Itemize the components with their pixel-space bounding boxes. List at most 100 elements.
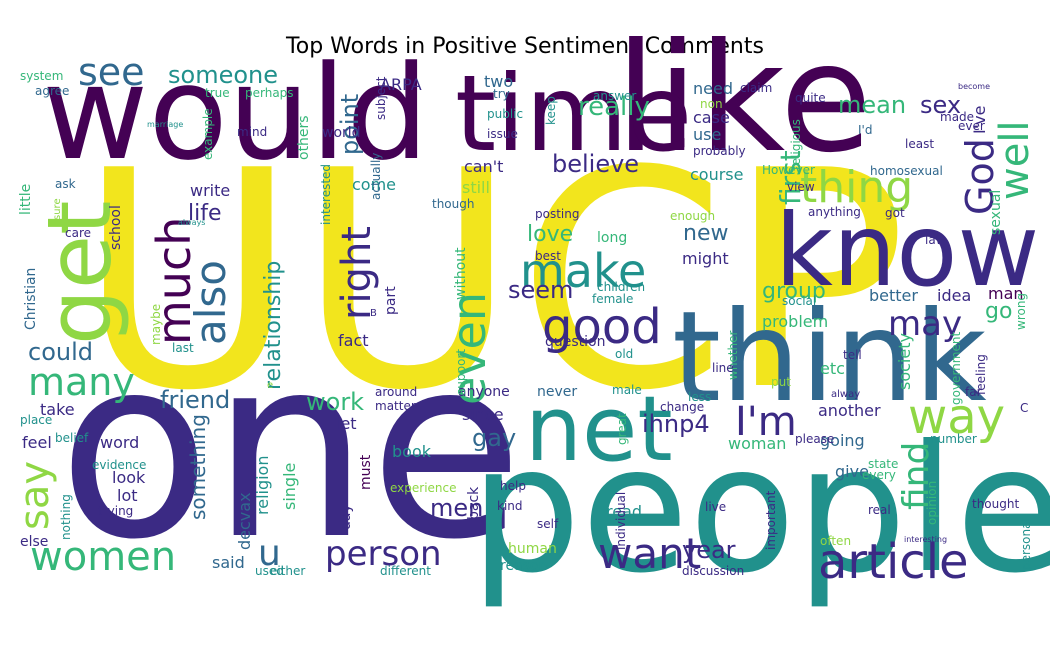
word-139: ask bbox=[55, 177, 76, 191]
word-87: since bbox=[462, 405, 504, 424]
word-141: care bbox=[65, 226, 91, 240]
word-28: u bbox=[258, 533, 281, 574]
word-78: take bbox=[40, 400, 75, 419]
word-82: religion bbox=[253, 456, 272, 516]
word-169: change bbox=[660, 400, 704, 414]
word-189: interesting bbox=[904, 535, 947, 544]
word-157: wrong bbox=[1014, 293, 1028, 330]
word-88: anyone bbox=[458, 384, 510, 400]
word-113: system bbox=[20, 69, 63, 83]
word-126: probably bbox=[693, 144, 746, 158]
word-2: one bbox=[58, 303, 523, 594]
word-175: every bbox=[862, 468, 896, 482]
word-76: book bbox=[392, 442, 432, 461]
word-127: quite bbox=[795, 91, 826, 105]
word-162: far bbox=[965, 385, 982, 399]
word-64: fact bbox=[338, 331, 369, 350]
word-97: school bbox=[108, 205, 124, 250]
word-36: someone bbox=[168, 61, 278, 89]
word-152: last bbox=[172, 341, 194, 355]
word-111: discussion bbox=[682, 564, 744, 578]
word-185: individual bbox=[614, 492, 628, 550]
word-183: kind bbox=[497, 499, 523, 513]
word-154: old bbox=[615, 347, 633, 361]
word-39: point bbox=[336, 94, 364, 155]
word-123: keep bbox=[544, 96, 558, 125]
word-165: around bbox=[375, 385, 417, 399]
word-61: write bbox=[190, 181, 230, 200]
word-130: I'd bbox=[858, 123, 872, 137]
word-83: single bbox=[280, 463, 299, 510]
word-178: thought bbox=[972, 497, 1019, 511]
word-77: feel bbox=[22, 433, 52, 452]
word-106: Christian bbox=[23, 268, 39, 330]
word-10: article bbox=[818, 534, 969, 590]
word-132: homosexual bbox=[870, 164, 943, 178]
word-194: B bbox=[370, 308, 377, 319]
word-92: human bbox=[508, 541, 557, 557]
word-96: must bbox=[358, 454, 374, 490]
word-119: answer bbox=[593, 89, 636, 103]
word-190: used bbox=[255, 564, 284, 578]
word-153: support bbox=[454, 349, 468, 395]
word-37: could bbox=[28, 338, 93, 366]
word-151: maybe bbox=[149, 304, 163, 345]
word-31: really bbox=[578, 92, 650, 122]
word-80: look bbox=[112, 468, 146, 487]
word-50: new bbox=[683, 221, 728, 246]
word-143: actually bbox=[369, 153, 383, 200]
word-9: get bbox=[28, 200, 131, 345]
word-33: believe bbox=[552, 150, 639, 178]
word-104: part bbox=[383, 286, 399, 315]
word-168: belief bbox=[55, 431, 89, 445]
word-191: marriage bbox=[147, 120, 183, 129]
word-93: reason bbox=[500, 558, 547, 574]
word-48: something bbox=[186, 414, 210, 520]
word-51: love bbox=[527, 222, 573, 247]
word-131: least bbox=[905, 137, 934, 151]
word-69: problem bbox=[762, 312, 828, 331]
word-71: etc bbox=[820, 359, 845, 378]
word-79: word bbox=[100, 433, 139, 452]
word-177: opinion bbox=[925, 481, 939, 525]
word-38: friend bbox=[160, 386, 230, 414]
word-46: men bbox=[430, 494, 483, 522]
word-155: whether bbox=[726, 331, 740, 380]
word-160: feeling bbox=[974, 354, 988, 395]
word-117: mind bbox=[237, 125, 267, 139]
word-29: find bbox=[896, 442, 937, 510]
word-115: true bbox=[205, 86, 230, 100]
word-167: place bbox=[20, 413, 52, 427]
word-7: know bbox=[775, 192, 1039, 309]
word-74: give bbox=[835, 462, 869, 481]
word-24: see bbox=[78, 50, 145, 94]
word-129: ever bbox=[958, 119, 985, 133]
word-122: issue bbox=[487, 127, 518, 141]
word-99: world bbox=[322, 125, 361, 141]
word-40: seem bbox=[508, 276, 573, 304]
word-192: become bbox=[958, 82, 990, 91]
word-171: please bbox=[795, 432, 834, 446]
word-0: UUCP bbox=[78, 107, 908, 456]
word-150: social bbox=[782, 294, 816, 308]
word-11: good bbox=[542, 299, 662, 355]
word-56: I've bbox=[970, 106, 989, 134]
word-62: come bbox=[352, 175, 396, 194]
word-90: question bbox=[545, 334, 605, 350]
word-66: better bbox=[869, 286, 918, 305]
word-58: case bbox=[693, 108, 730, 127]
chart-title: Top Words in Positive Sentiment Comments bbox=[286, 34, 764, 59]
word-81: lot bbox=[117, 486, 138, 505]
word-54: two bbox=[484, 72, 513, 91]
word-25: God bbox=[958, 138, 1002, 215]
word-18: right bbox=[334, 226, 380, 320]
word-70: society bbox=[895, 333, 914, 390]
word-164: male bbox=[612, 383, 642, 397]
word-159: put bbox=[771, 375, 791, 389]
word-180: nothing bbox=[59, 494, 73, 540]
word-5: think bbox=[672, 285, 987, 430]
word-42: work bbox=[306, 388, 364, 416]
word-138: example bbox=[201, 108, 215, 160]
word-172: number bbox=[930, 432, 977, 446]
